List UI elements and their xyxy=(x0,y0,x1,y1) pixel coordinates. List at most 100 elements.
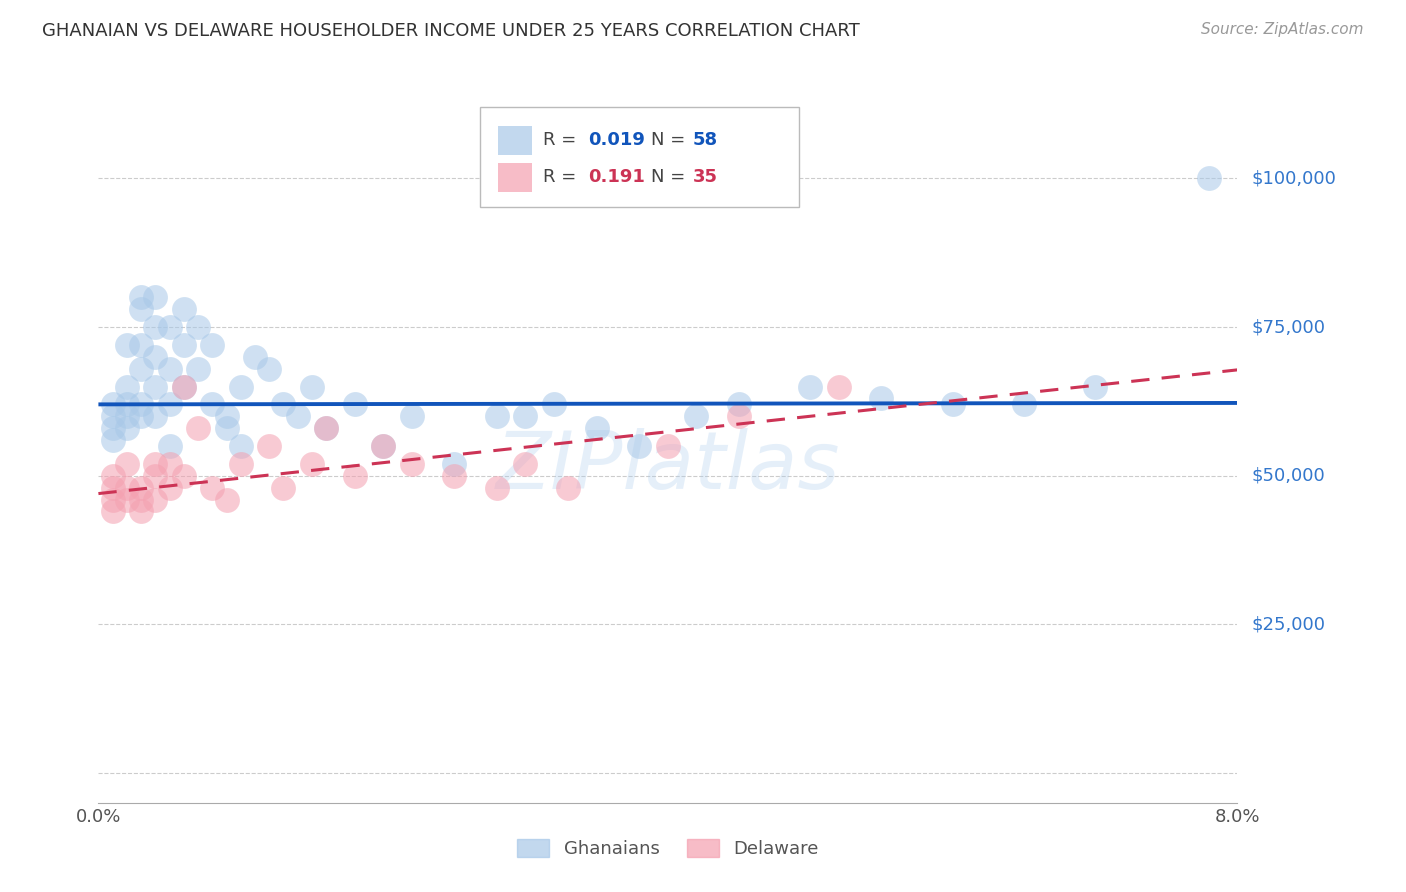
Point xyxy=(343,468,366,483)
Point xyxy=(1198,171,1220,186)
Point xyxy=(145,350,167,364)
Point xyxy=(870,392,893,406)
Point xyxy=(101,421,124,435)
Point xyxy=(229,379,252,393)
Point xyxy=(129,338,152,352)
Point xyxy=(301,457,323,471)
Point xyxy=(173,468,195,483)
Point xyxy=(486,481,509,495)
FancyBboxPatch shape xyxy=(498,163,533,192)
Point xyxy=(201,481,224,495)
Point xyxy=(443,468,465,483)
Text: N =: N = xyxy=(651,169,690,186)
Point xyxy=(173,379,195,393)
Point xyxy=(173,338,195,352)
Point xyxy=(129,361,152,376)
Point xyxy=(486,409,509,424)
Legend: Ghanaians, Delaware: Ghanaians, Delaware xyxy=(509,831,827,865)
Point xyxy=(129,504,152,518)
Point xyxy=(101,397,124,411)
Point xyxy=(115,379,138,393)
Text: $100,000: $100,000 xyxy=(1251,169,1336,187)
Text: GHANAIAN VS DELAWARE HOUSEHOLDER INCOME UNDER 25 YEARS CORRELATION CHART: GHANAIAN VS DELAWARE HOUSEHOLDER INCOME … xyxy=(42,22,860,40)
Point xyxy=(115,457,138,471)
Point xyxy=(129,492,152,507)
Point xyxy=(159,481,181,495)
Text: 0.019: 0.019 xyxy=(588,131,645,149)
Point xyxy=(145,409,167,424)
Point xyxy=(145,457,167,471)
Point xyxy=(115,338,138,352)
Point xyxy=(101,468,124,483)
Point xyxy=(728,397,751,411)
Point xyxy=(187,361,209,376)
Point xyxy=(129,397,152,411)
Point xyxy=(201,397,224,411)
Point xyxy=(101,492,124,507)
Point xyxy=(315,421,337,435)
Point xyxy=(145,492,167,507)
Point xyxy=(129,481,152,495)
Point xyxy=(443,457,465,471)
Point xyxy=(129,290,152,304)
Point xyxy=(115,409,138,424)
Point xyxy=(685,409,707,424)
Text: ZIPlatlas: ZIPlatlas xyxy=(495,428,841,507)
Point xyxy=(1012,397,1035,411)
Text: 35: 35 xyxy=(693,169,718,186)
Point xyxy=(628,439,651,453)
Point xyxy=(129,409,152,424)
Text: $50,000: $50,000 xyxy=(1251,467,1324,484)
Point xyxy=(799,379,821,393)
Point xyxy=(159,397,181,411)
Point xyxy=(728,409,751,424)
Point xyxy=(101,481,124,495)
FancyBboxPatch shape xyxy=(479,107,799,207)
Point xyxy=(145,320,167,334)
Point xyxy=(401,457,423,471)
Point xyxy=(101,409,124,424)
Point xyxy=(259,361,281,376)
Point xyxy=(215,421,238,435)
Point xyxy=(115,397,138,411)
Point xyxy=(585,421,607,435)
Point xyxy=(115,421,138,435)
Point xyxy=(1084,379,1107,393)
Point xyxy=(301,379,323,393)
Point xyxy=(145,468,167,483)
Point xyxy=(515,457,537,471)
Point xyxy=(129,302,152,317)
Text: $25,000: $25,000 xyxy=(1251,615,1326,633)
Point xyxy=(115,481,138,495)
Point xyxy=(371,439,394,453)
Point xyxy=(201,338,224,352)
Point xyxy=(557,481,579,495)
FancyBboxPatch shape xyxy=(498,126,533,154)
Text: 0.191: 0.191 xyxy=(588,169,645,186)
Point xyxy=(187,320,209,334)
Point xyxy=(101,433,124,447)
Text: $75,000: $75,000 xyxy=(1251,318,1326,336)
Point xyxy=(515,409,537,424)
Point xyxy=(259,439,281,453)
Point xyxy=(287,409,309,424)
Point xyxy=(215,492,238,507)
Point xyxy=(273,481,295,495)
Text: Source: ZipAtlas.com: Source: ZipAtlas.com xyxy=(1201,22,1364,37)
Point xyxy=(187,421,209,435)
Point xyxy=(159,457,181,471)
Text: R =: R = xyxy=(543,169,588,186)
Text: N =: N = xyxy=(651,131,690,149)
Text: R =: R = xyxy=(543,131,582,149)
Point xyxy=(229,457,252,471)
Point xyxy=(173,302,195,317)
Point xyxy=(273,397,295,411)
Point xyxy=(543,397,565,411)
Point xyxy=(315,421,337,435)
Point xyxy=(173,379,195,393)
Point xyxy=(229,439,252,453)
Point xyxy=(159,320,181,334)
Point xyxy=(343,397,366,411)
Point xyxy=(657,439,679,453)
Point xyxy=(145,379,167,393)
